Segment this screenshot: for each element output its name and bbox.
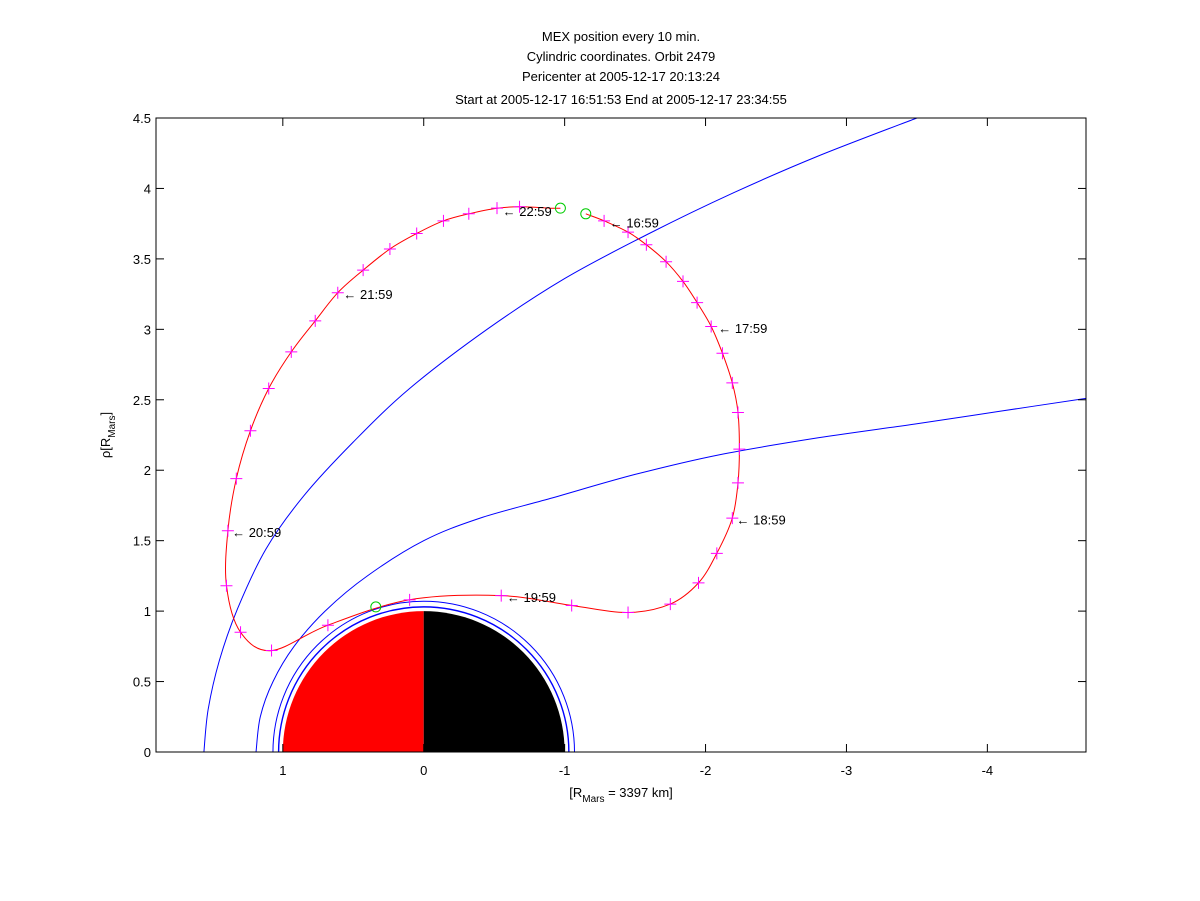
time-annotation: ← 17:59 xyxy=(718,321,767,336)
orbit-track xyxy=(225,206,740,652)
title-line-1: MEX position every 10 min. xyxy=(542,29,700,44)
orbit-marker xyxy=(403,593,416,606)
x-tick-label: -4 xyxy=(982,763,994,778)
orbit-marker xyxy=(437,214,450,227)
orbit-marker xyxy=(705,320,718,333)
orbit-marker xyxy=(726,376,739,389)
orbit-marker xyxy=(244,424,257,437)
y-axis-label-rest: ] xyxy=(98,412,113,416)
y-axis: 0 0.5 1 1.5 2 2.5 3 3.5 4 4.5 xyxy=(133,111,1086,760)
orbit-marker xyxy=(598,214,611,227)
y-tick-label: 1 xyxy=(144,604,151,619)
time-annotation: ← 21:59 xyxy=(343,287,392,302)
orbit-marker xyxy=(691,296,704,309)
magnetopause-curve xyxy=(255,397,1086,752)
x-tick-label: 1 xyxy=(279,763,286,778)
orbit-marker xyxy=(495,589,508,602)
x-tick-label: -3 xyxy=(841,763,853,778)
y-axis-label: ρ[RMars] xyxy=(98,412,118,458)
y-tick-label: 4.5 xyxy=(133,111,151,126)
orbit-marker xyxy=(309,314,322,327)
orbit-marker xyxy=(677,275,689,288)
time-annotation: ← 16:59 xyxy=(610,215,659,230)
orbit-marker xyxy=(234,626,247,639)
orbit-endpoint-circle xyxy=(554,202,566,214)
mars-day-side xyxy=(282,611,424,752)
orbit-marker xyxy=(331,286,344,299)
y-tick-label: 3.5 xyxy=(133,252,151,267)
bow-shock-curve xyxy=(203,118,918,752)
title-line-4: Start at 2005-12-17 16:51:53 End at 2005… xyxy=(455,92,787,107)
orbit-marker xyxy=(383,243,396,256)
orbit-marker xyxy=(733,443,746,456)
orbit-marker xyxy=(321,619,334,632)
x-axis: 1 0 -1 -2 -3 -4 xyxy=(279,118,993,778)
orbit-marker xyxy=(664,598,677,611)
y-tick-label: 3 xyxy=(144,322,151,337)
mars-ring-1 xyxy=(277,606,570,752)
y-tick-label: 4 xyxy=(144,181,151,196)
orbit-marker xyxy=(692,576,705,589)
orbit-marker xyxy=(491,202,503,215)
time-annotation: ← 22:59 xyxy=(503,204,552,219)
chart-title: MEX position every 10 min. Cylindric coo… xyxy=(455,29,787,107)
orbit-marker xyxy=(731,476,744,489)
y-tick-label: 0.5 xyxy=(133,675,151,690)
y-tick-label: 0 xyxy=(144,745,151,760)
x-axis-label-sub: Mars xyxy=(582,794,604,805)
orbit-markers xyxy=(220,200,746,657)
y-axis-label-sub: Mars xyxy=(107,415,118,437)
plot-frame xyxy=(155,117,1087,753)
orbit-marker xyxy=(265,644,278,657)
boundary-curves xyxy=(203,118,1086,752)
y-tick-label: 2 xyxy=(144,463,151,478)
x-tick-label: -2 xyxy=(700,763,712,778)
mars-ring-2 xyxy=(272,601,575,752)
orbit-marker xyxy=(285,345,298,358)
time-annotations: ← 16:59 ← 17:59 ← 18:59 ← 19:59 ← 20:59 ← 21:… xyxy=(232,204,786,605)
orbit-marker xyxy=(622,226,635,239)
x-axis-label-main: [R xyxy=(569,785,582,800)
x-tick-label: 0 xyxy=(420,763,427,778)
x-axis-label: [RMars = 3397 km] xyxy=(569,785,673,805)
orbit-marker xyxy=(221,524,234,537)
orbit-line xyxy=(225,206,740,652)
time-annotation: ← 18:59 xyxy=(737,513,786,528)
orbit-marker xyxy=(622,606,635,619)
x-axis-label-rest: = 3397 km] xyxy=(604,785,672,800)
orbit-marker xyxy=(262,382,275,395)
plot-area xyxy=(203,118,1086,752)
mars-planet xyxy=(272,601,575,752)
orbit-marker xyxy=(410,227,423,240)
time-annotation: ← 20:59 xyxy=(232,525,281,540)
orbit-marker xyxy=(462,207,475,220)
orbit-marker xyxy=(710,547,723,560)
title-line-2: Cylindric coordinates. Orbit 2479 xyxy=(527,49,716,64)
time-annotation: ← 19:59 xyxy=(507,590,556,605)
y-axis-label-main: ρ[R xyxy=(98,438,113,458)
orbit-marker xyxy=(230,472,243,485)
orbit-endpoint-circle xyxy=(370,601,382,613)
orbit-marker xyxy=(726,512,739,525)
orbit-marker xyxy=(513,200,526,213)
orbit-marker xyxy=(357,264,370,277)
y-tick-label: 1.5 xyxy=(133,534,151,549)
y-tick-label: 2.5 xyxy=(133,393,151,408)
orbit-marker xyxy=(220,579,233,592)
orbit-marker xyxy=(640,238,653,251)
orbit-marker xyxy=(731,406,744,419)
mars-night-side xyxy=(423,611,565,752)
orbit-marker xyxy=(565,599,578,612)
orbit-marker xyxy=(716,347,729,360)
orbit-endpoints xyxy=(370,202,592,613)
orbit-endpoint-circle xyxy=(580,208,592,220)
x-tick-label: -1 xyxy=(559,763,571,778)
orbit-marker xyxy=(660,255,673,268)
title-line-3: Pericenter at 2005-12-17 20:13:24 xyxy=(522,69,720,84)
